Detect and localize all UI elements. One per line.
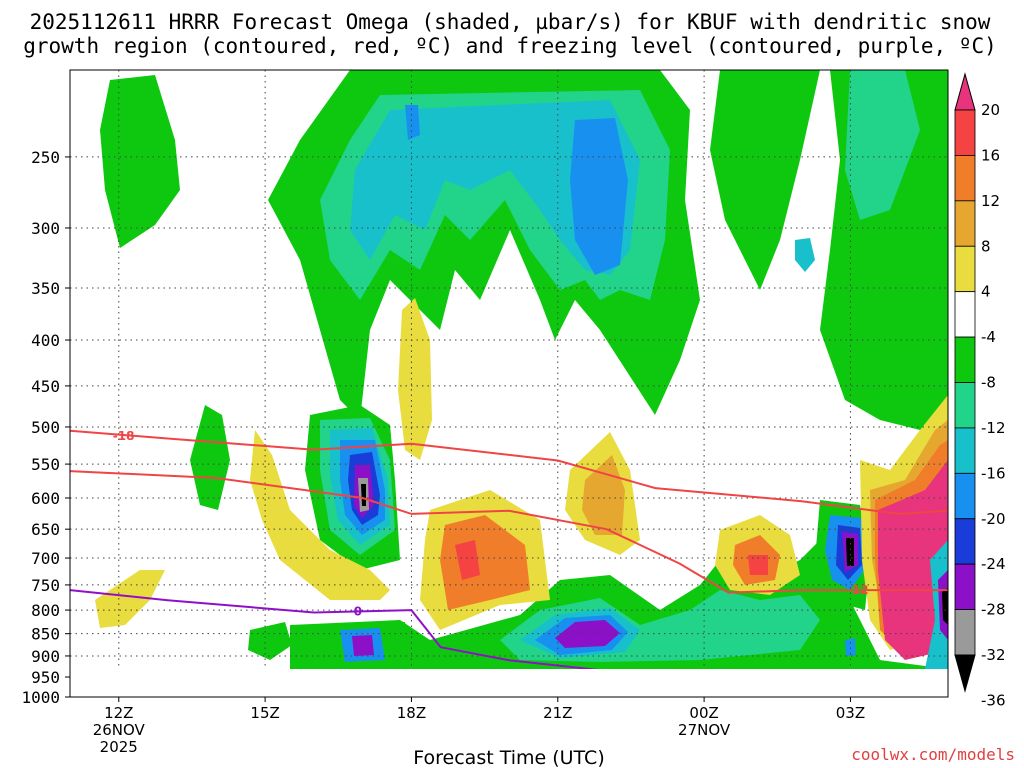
colorbar-label: -32 (981, 646, 1006, 664)
grid-lines (70, 70, 948, 669)
y-tick-label: 400 (31, 331, 60, 350)
omega-region-blue-upper (570, 118, 628, 275)
chart-title-line2: growth region (contoured, red, ºC) and f… (23, 34, 997, 58)
y-tick-label: 700 (31, 549, 60, 568)
y-tick-label: 750 (31, 576, 60, 595)
colorbar-bottom-triangle (954, 654, 976, 693)
colorbar-label: -12 (981, 419, 1006, 437)
x-tick-label: 2025 (100, 738, 138, 756)
colorbar-band--28 (954, 563, 976, 610)
y-tick-label: 650 (31, 520, 60, 539)
x-tick-label: 12Z (104, 704, 133, 722)
colorbar-band--24 (954, 518, 976, 565)
ground-surface (70, 669, 948, 697)
y-tick-label: 300 (31, 219, 60, 238)
x-tick-label: 18Z (397, 704, 426, 722)
colorbar-label: 12 (981, 192, 1000, 210)
colorbar-label: -36 (981, 691, 1006, 709)
omega-region-left-green (100, 75, 180, 248)
colorbar-label: 20 (981, 101, 1000, 119)
contour-minus18 (70, 429, 948, 515)
omega-region-yellow-column (398, 298, 432, 460)
omega-region-green-midleft (190, 405, 230, 510)
colorbar-label: -8 (981, 374, 996, 392)
x-tick-label: 00Z (689, 704, 718, 722)
colorbar-band-8 (954, 200, 976, 247)
y-tick-label: 800 (31, 601, 60, 620)
colorbar-band--16 (954, 427, 976, 474)
contour-label-zero-a: 0 (354, 605, 362, 619)
y-tick-label: 1000 (21, 688, 60, 707)
omega-region-orange-center (440, 515, 530, 610)
colorbar-band-4 (954, 245, 976, 293)
y-tick-label: 500 (31, 418, 60, 437)
contour-minus12 (70, 470, 948, 594)
omega-region-small-cyan-right (795, 238, 815, 272)
omega-region-blue-small (405, 105, 420, 140)
y-tick-label: 550 (31, 455, 60, 474)
colorbar-top-triangle (954, 72, 976, 111)
omega-region-far-right-cyan (925, 540, 948, 669)
colorbar-label: -24 (981, 555, 1006, 573)
x-tick-label: 03Z (836, 704, 865, 722)
plot-frame (69, 69, 949, 698)
y-tick-label: 850 (31, 625, 60, 644)
x-tick-label: 27NOV (678, 721, 731, 739)
omega-region-small-blue-right (845, 638, 856, 656)
contour-label-zero-b-bg (801, 674, 821, 688)
x-tick-label: 21Z (543, 704, 572, 722)
x-axis-label: Forecast Time (UTC) (413, 747, 604, 768)
colorbar-band--4 (954, 291, 976, 338)
omega-region-right-black (846, 538, 854, 566)
omega-region-upper-green2 (710, 70, 820, 290)
contour-label-zero-b: 0 (807, 675, 815, 689)
contour-lines: -18 12 0 0 (70, 429, 948, 689)
omega-shading (70, 70, 948, 669)
omega-region-bottom-left-violet (352, 635, 374, 656)
contour-freezing-level (70, 589, 600, 669)
y-axis-ticks: 250 300 350 400 450 500 550 600 650 700 750 800 850 9… (21, 148, 70, 707)
contour-label-minus18: -18 (113, 429, 135, 443)
y-tick-label: 950 (31, 668, 60, 687)
colorbar-label: 8 (981, 237, 991, 255)
omega-region-red-center (455, 540, 480, 580)
colorbar-label: -28 (981, 601, 1006, 619)
colorbar-band-16 (954, 109, 976, 156)
x-tick-label: 26NOV (93, 721, 146, 739)
chart-title-line1: 2025112611 HRRR Forecast Omega (shaded, … (30, 10, 991, 34)
colorbar-band--20 (954, 472, 976, 520)
colorbar-label: -20 (981, 510, 1006, 528)
omega-region-mid-black (361, 484, 366, 506)
colorbar-band-12 (954, 155, 976, 202)
omega-region-yellow-left (250, 430, 390, 600)
contour-label-12: 12 (852, 583, 869, 597)
omega-region-cyan-upper (350, 100, 640, 275)
y-tick-label: 250 (31, 148, 60, 167)
x-tick-label: 15Z (250, 704, 279, 722)
colorbar-label: -4 (981, 328, 996, 346)
colorbar-band--32 (954, 609, 976, 656)
y-tick-label: 350 (31, 279, 60, 298)
plot-area: -18 12 0 0 (70, 70, 948, 697)
omega-region-gold-right-of-center (582, 455, 625, 535)
colorbar-band--12 (954, 382, 976, 429)
credit-text: coolwx.com/models (851, 745, 1015, 764)
colorbar: 20 16 12 8 4 -4 -8 -12 -16 -20 -24 -28 -32 -36 (954, 72, 1006, 709)
colorbar-label: -16 (981, 464, 1006, 482)
colorbar-band--8 (954, 336, 976, 383)
omega-region-red-eastern (748, 555, 768, 575)
colorbar-label: 16 (981, 146, 1000, 164)
colorbar-label: 4 (981, 283, 991, 301)
y-tick-label: 900 (31, 647, 60, 666)
y-tick-label: 450 (31, 377, 60, 396)
omega-region-far-right-black (942, 588, 948, 625)
y-tick-label: 600 (31, 489, 60, 508)
omega-region-right-teal (845, 70, 920, 220)
omega-region-small-green (248, 622, 292, 660)
